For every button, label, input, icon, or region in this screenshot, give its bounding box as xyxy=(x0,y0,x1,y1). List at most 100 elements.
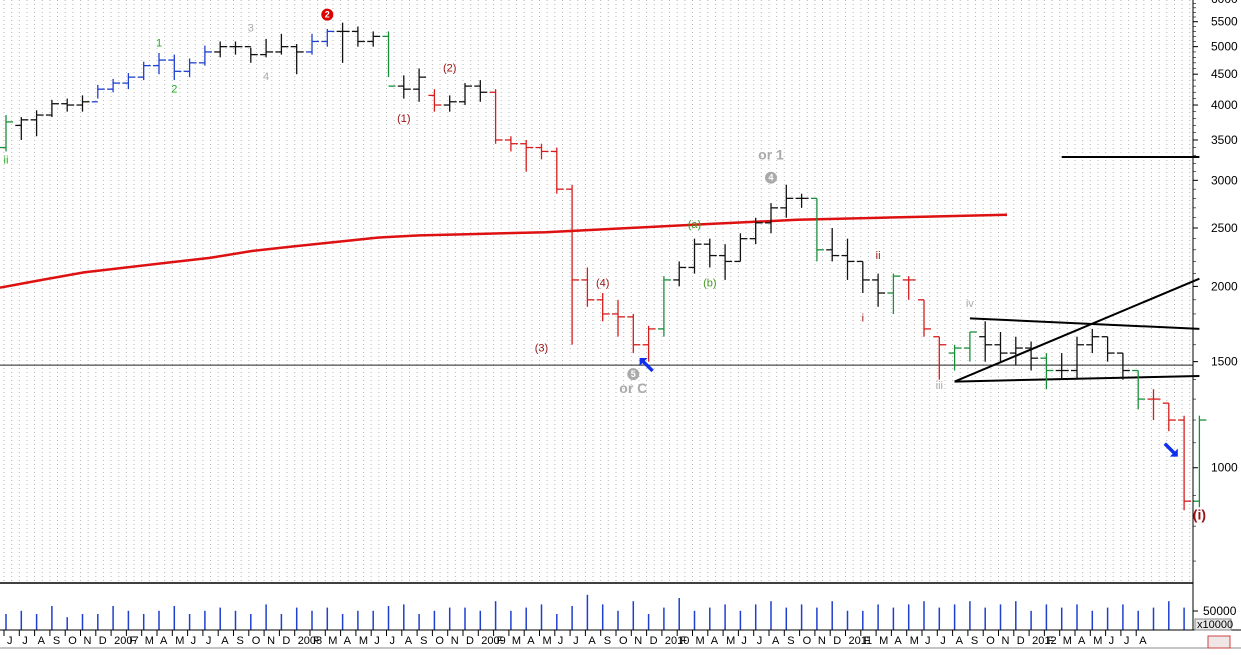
x-tick-label: D xyxy=(99,635,107,647)
wave-label: or B xyxy=(313,0,341,2)
x-tick-label: S xyxy=(604,635,611,647)
y-tick-label: 5500 xyxy=(1211,15,1238,29)
x-tick-label: A xyxy=(772,635,780,647)
x-tick-label: M xyxy=(359,635,368,647)
y-tick-label: 2500 xyxy=(1211,221,1238,235)
x-tick-label: N xyxy=(84,635,92,647)
x-tick-label: D xyxy=(1017,635,1025,647)
volume-tick-label: 50000 xyxy=(1203,604,1237,618)
x-tick-label: O xyxy=(619,635,628,647)
x-tick-label: M xyxy=(1063,635,1072,647)
y-tick-label: 3000 xyxy=(1211,173,1238,187)
volume-multiplier-box xyxy=(1194,618,1232,631)
x-tick-label: M xyxy=(175,635,184,647)
x-tick-label: J xyxy=(374,635,380,647)
x-tick-label: 2008 xyxy=(298,635,322,647)
x-tick-label: A xyxy=(1139,635,1147,647)
wave-label: (3) xyxy=(535,342,548,354)
x-tick-label: J xyxy=(1109,635,1115,647)
x-tick-label: F xyxy=(129,635,136,647)
wave-label: iv xyxy=(966,298,974,310)
x-tick-label: A xyxy=(344,635,352,647)
x-tick-label: A xyxy=(38,635,46,647)
wave-label: (i) xyxy=(1193,507,1206,523)
arrow-icon xyxy=(641,359,654,373)
x-tick-label: O xyxy=(252,635,261,647)
y-tick-label: 5000 xyxy=(1211,40,1238,54)
wave-label: (a) xyxy=(688,219,701,231)
x-tick-label: F xyxy=(680,635,687,647)
wave-label: ii xyxy=(876,250,881,262)
x-tick-label: O xyxy=(68,635,77,647)
x-tick-label: A xyxy=(956,635,964,647)
x-tick-label: 2010 xyxy=(665,635,689,647)
x-tick-label: O xyxy=(803,635,812,647)
x-tick-label: J xyxy=(573,635,579,647)
y-tick-label: 1000 xyxy=(1211,461,1238,475)
x-tick-label: 2012 xyxy=(1032,635,1056,647)
x-tick-label: J xyxy=(22,635,28,647)
x-tick-label: J xyxy=(390,635,396,647)
wave-label: iii xyxy=(936,380,943,392)
x-tick-label: J xyxy=(1124,635,1130,647)
x-tick-label: N xyxy=(451,635,459,647)
x-tick-label: A xyxy=(1078,635,1086,647)
x-tick-label: M xyxy=(145,635,154,647)
x-tick-label: J xyxy=(925,635,931,647)
x-tick-label: A xyxy=(160,635,168,647)
y-tick-label: 4000 xyxy=(1211,98,1238,112)
wave-circle-label: 5 xyxy=(631,369,636,379)
x-tick-label: S xyxy=(237,635,244,647)
x-tick-label: M xyxy=(1093,635,1102,647)
x-tick-label: M xyxy=(910,635,919,647)
y-tick-label: 1500 xyxy=(1211,355,1238,369)
trendline xyxy=(969,317,1200,330)
wave-label: 3 xyxy=(248,22,254,34)
wave-circle-label: 2 xyxy=(325,10,330,20)
trendline xyxy=(954,277,1200,383)
x-tick-label: S xyxy=(53,635,60,647)
x-tick-label: F xyxy=(313,635,320,647)
wave-label: or 1 xyxy=(758,146,784,162)
wave-label: (2) xyxy=(443,62,456,74)
x-tick-label: A xyxy=(405,635,413,647)
arrow-head-icon xyxy=(639,357,648,366)
x-tick-label: D xyxy=(650,635,658,647)
wave-label: ii xyxy=(4,154,9,166)
x-tick-label: J xyxy=(206,635,212,647)
x-tick-label: D xyxy=(466,635,474,647)
x-tick-label: M xyxy=(512,635,521,647)
x-tick-label: M xyxy=(726,635,735,647)
x-tick-label: A xyxy=(588,635,596,647)
wave-label: 1 xyxy=(156,38,162,50)
x-tick-label: 2011 xyxy=(849,635,873,647)
x-tick-label: M xyxy=(879,635,888,647)
x-tick-label: D xyxy=(282,635,290,647)
x-tick-label: N xyxy=(818,635,826,647)
x-tick-label: N xyxy=(634,635,642,647)
volume-bars xyxy=(0,582,1193,630)
moving-average xyxy=(0,213,1008,289)
wave-circle-marker xyxy=(627,368,640,381)
wave-circle-marker xyxy=(321,8,334,21)
y-tick-label: 6000 xyxy=(1211,0,1238,6)
x-tick-label: F xyxy=(497,635,504,647)
volume-multiplier-label: x10000 xyxy=(1197,619,1233,631)
x-tick-label: F xyxy=(1047,635,1054,647)
wave-label: or C xyxy=(619,380,647,396)
wave-circle-label: 4 xyxy=(768,173,773,183)
x-tick-label: F xyxy=(864,635,871,647)
wave-label: 4 xyxy=(263,71,269,83)
x-tick-label: 2009 xyxy=(481,635,505,647)
y-tick-label: 3500 xyxy=(1211,133,1238,147)
x-tick-label: O xyxy=(435,635,444,647)
x-tick-label: J xyxy=(191,635,197,647)
x-tick-label: J xyxy=(940,635,946,647)
x-tick-label: M xyxy=(543,635,552,647)
wave-annotations: or B 2 1 2 3 4 ii (1) (2) (3) (4) 5or C (a) (b) or 1 4 i… xyxy=(4,0,1206,523)
wave-label: (4) xyxy=(596,277,609,289)
x-tick-label: A xyxy=(894,635,902,647)
